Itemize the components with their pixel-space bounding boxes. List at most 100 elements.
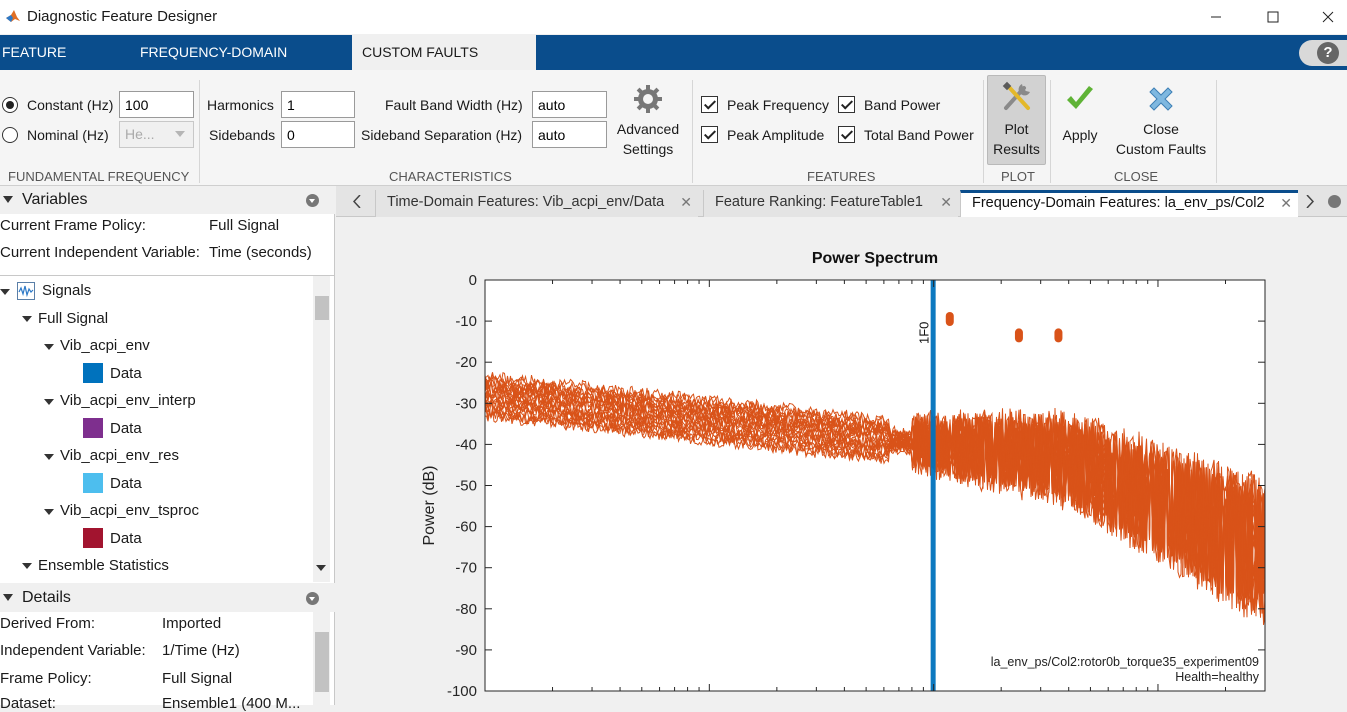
- spectrum-line: [484, 398, 1266, 617]
- plot-results-label-1: Plot: [1004, 121, 1029, 137]
- fault-band-width-input[interactable]: [532, 91, 607, 118]
- expand-icon[interactable]: [44, 454, 54, 460]
- collapse-icon: [3, 594, 13, 601]
- close-custom-faults-button[interactable]: Close Custom Faults: [1110, 84, 1212, 159]
- detail-value: Imported: [162, 615, 222, 632]
- variables-panel-header[interactable]: Variables: [0, 186, 335, 214]
- harmonics-label: Harmonics: [207, 97, 274, 113]
- help-button[interactable]: ?: [1299, 40, 1347, 66]
- plot-results-label-2: Results: [993, 141, 1040, 157]
- expand-icon[interactable]: [44, 399, 54, 405]
- tab-time-domain-features[interactable]: Time-Domain Features: Vib_acpi_env/Data ✕: [375, 190, 698, 217]
- tab-feature-designer[interactable]: FEATURE DESIGNER: [2, 44, 75, 95]
- tree-item-signal[interactable]: Vib_acpi_env_interp: [60, 392, 196, 409]
- tree-item-data[interactable]: Data: [110, 420, 142, 437]
- tab-custom-faults-features[interactable]: CUSTOM FAULTS FEATURES: [352, 35, 536, 95]
- checkmark-icon: [1067, 86, 1093, 109]
- frame-policy-label: Current Frame Policy:: [0, 217, 146, 234]
- peak-marker: [1054, 328, 1063, 343]
- maximize-icon: [1267, 11, 1279, 23]
- ribbon-toolstrip: Constant (Hz) Nominal (Hz) He... FUNDAME…: [0, 70, 1347, 186]
- y-tick-label: -10: [455, 313, 477, 330]
- tab-frequency-domain-features-plot[interactable]: Frequency-Domain Features: la_env_ps/Col…: [960, 190, 1298, 217]
- detail-label: Frame Policy:: [0, 670, 92, 687]
- tree-item-signals[interactable]: Signals: [42, 282, 92, 299]
- nominal-label: Nominal (Hz): [27, 127, 109, 143]
- peak-frequency-label: Peak Frequency: [727, 97, 829, 113]
- close-window-button[interactable]: [1305, 0, 1347, 34]
- expand-icon[interactable]: [22, 316, 32, 322]
- close-custom-faults-label-2: Custom Faults: [1115, 141, 1207, 157]
- window-title: Diagnostic Feature Designer: [27, 8, 218, 25]
- expand-icon[interactable]: [22, 563, 32, 569]
- harmonics-input[interactable]: [281, 91, 355, 118]
- peak-frequency-checkbox[interactable]: [701, 96, 718, 113]
- advanced-settings-button[interactable]: Advanced Settings: [612, 84, 684, 159]
- detail-label: Derived From:: [0, 615, 96, 632]
- panel-menu-icon[interactable]: [306, 592, 319, 605]
- section-fundamental-frequency: FUNDAMENTAL FREQUENCY: [8, 169, 190, 184]
- expand-icon[interactable]: [0, 289, 10, 295]
- tab-menu-icon[interactable]: [1328, 195, 1341, 208]
- tree-item-data[interactable]: Data: [110, 475, 142, 492]
- constant-label: Constant (Hz): [27, 97, 114, 113]
- tree-item-ensemble-statistics[interactable]: Ensemble Statistics: [38, 557, 169, 574]
- panel-menu-icon[interactable]: [306, 194, 319, 207]
- close-tab-icon[interactable]: ✕: [940, 194, 952, 210]
- close-tab-icon[interactable]: ✕: [1280, 195, 1292, 211]
- tree-item-signal[interactable]: Vib_acpi_env_tsproc: [60, 502, 199, 519]
- independent-variable-value: Time (seconds): [209, 244, 312, 261]
- expand-icon[interactable]: [44, 509, 54, 515]
- help-icon: ?: [1317, 42, 1339, 64]
- peak-amplitude-label: Peak Amplitude: [727, 127, 825, 143]
- nominal-radio[interactable]: [2, 127, 18, 143]
- y-tick-label: -60: [455, 519, 477, 536]
- y-tick-label: -40: [455, 436, 477, 453]
- constant-frequency-input[interactable]: [119, 91, 194, 118]
- total-band-power-checkbox[interactable]: [838, 126, 855, 143]
- sideband-separation-label: Sideband Separation (Hz): [361, 127, 523, 143]
- tree-item-data[interactable]: Data: [110, 530, 142, 547]
- maximize-button[interactable]: [1250, 0, 1296, 34]
- sidebands-label: Sidebands: [209, 127, 276, 143]
- sidebands-input[interactable]: [281, 121, 355, 148]
- fault-band-width-label: Fault Band Width (Hz): [385, 97, 523, 113]
- tab-scroll-left-icon[interactable]: [353, 195, 361, 208]
- power-spectrum-chart[interactable]: Power Spectrum Power (dB) 1F0 0 -10 -20 -30 -40…: [336, 218, 1347, 705]
- close-custom-faults-label-1: Close: [1143, 121, 1179, 137]
- details-panel-header[interactable]: Details: [0, 584, 335, 612]
- tab-feature-ranking[interactable]: Feature Ranking: FeatureTable1 ✕: [703, 190, 958, 217]
- band-power-checkbox[interactable]: [838, 96, 855, 113]
- close-tab-icon[interactable]: ✕: [680, 194, 692, 210]
- y-tick-label: 0: [469, 272, 477, 289]
- detail-label: Dataset:: [0, 695, 56, 712]
- tab-scroll-right-icon[interactable]: [1306, 195, 1314, 208]
- tree-item-full-signal[interactable]: Full Signal: [38, 310, 109, 327]
- close-x-icon: [1149, 87, 1173, 111]
- constant-radio[interactable]: [2, 97, 18, 113]
- y-tick-label: -50: [455, 478, 477, 495]
- expand-icon[interactable]: [44, 344, 54, 350]
- tab-label: Frequency-Domain Features: la_env_ps/Col…: [972, 195, 1265, 211]
- y-axis-label: Power (dB): [421, 465, 438, 545]
- details-scrollbar[interactable]: [313, 612, 330, 705]
- plot-results-button[interactable]: Plot Results: [987, 75, 1046, 165]
- variables-scrollbar[interactable]: [313, 276, 330, 582]
- peak-amplitude-checkbox[interactable]: [701, 126, 718, 143]
- apply-button[interactable]: Apply: [1054, 84, 1106, 145]
- minimize-button[interactable]: [1193, 0, 1239, 34]
- advanced-settings-label-2: Settings: [622, 141, 674, 157]
- scrollbar-thumb[interactable]: [315, 632, 329, 692]
- scrollbar-thumb[interactable]: [315, 296, 329, 320]
- nominal-select-value: He...: [125, 126, 155, 142]
- tree-item-data[interactable]: Data: [110, 365, 142, 382]
- nominal-select[interactable]: He...: [119, 121, 194, 148]
- sideband-separation-input[interactable]: [532, 121, 607, 148]
- tree-item-signal[interactable]: Vib_acpi_env: [60, 337, 150, 354]
- minimize-icon: [1211, 16, 1221, 18]
- scroll-down-icon[interactable]: [316, 565, 326, 571]
- tab-frequency-domain-features[interactable]: FREQUENCY-DOMAIN FEATURES: [140, 44, 288, 95]
- divider: [0, 275, 335, 276]
- band-power-label: Band Power: [864, 97, 941, 113]
- tree-item-signal[interactable]: Vib_acpi_env_res: [60, 447, 179, 464]
